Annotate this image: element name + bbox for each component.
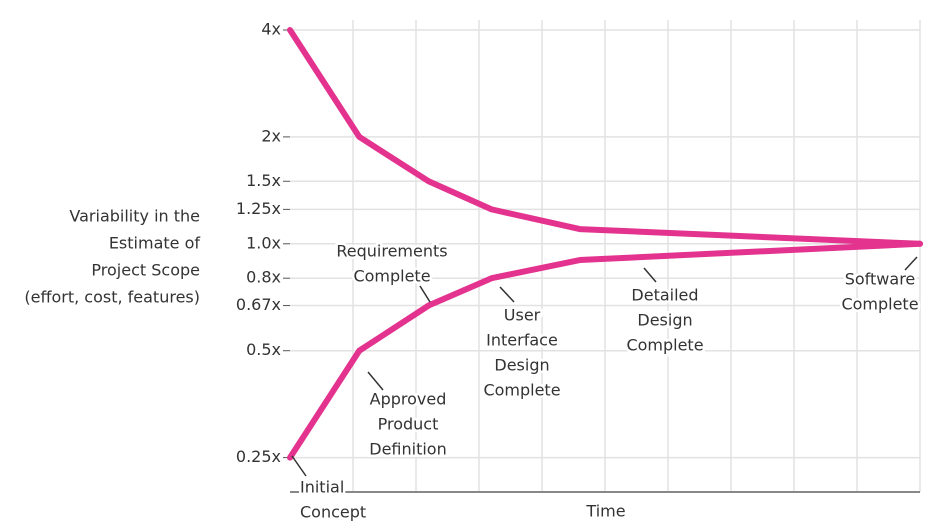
annotation-text: Complete [626,336,703,355]
annotation-text: Complete [483,381,560,400]
annotation-pointer [643,267,657,283]
annotation-pointer [904,256,918,271]
y-tick-label: 0.8x [246,268,281,287]
y-tick-label: 2x [261,126,281,145]
y-axis-label: Estimate of [109,234,201,253]
annotation-pointer [291,455,307,477]
annotation-text: Requirements [336,242,447,261]
y-axis-label: (effort, cost, features) [24,288,200,307]
annotation-text: Complete [353,267,430,286]
annotation-text: Design [494,356,549,375]
y-axis-label: Variability in the [69,207,200,226]
y-tick-label: 0.25x [236,447,281,466]
annotation-text: Definition [369,440,446,459]
annotation-text: Software [845,270,916,289]
y-tick-label: 1.25x [236,199,281,218]
y-tick-label: 1.0x [246,233,281,252]
annotation-text: Complete [841,295,918,314]
y-tick-label: 1.5x [246,171,281,190]
x-axis-label: Time [585,502,625,521]
series-line [287,240,923,461]
annotation-text: User [504,306,541,325]
annotation-pointer [499,286,515,303]
y-axis-label: Project Scope [91,261,200,280]
annotation-text: Concept [300,503,366,522]
annotation-pointer [419,285,431,303]
series-line [287,27,923,247]
annotation-text: Interface [486,331,558,350]
annotation-text: Design [637,311,692,330]
annotation-text: Detailed [631,286,698,305]
annotation-text: Initial [300,478,344,497]
y-tick-label: 0.67x [236,295,281,314]
annotation-text: Product [378,415,439,434]
y-tick-label: 4x [261,20,281,39]
y-tick-label: 0.5x [246,340,281,359]
annotation-pointer [367,371,384,391]
annotation-text: Approved [370,390,447,409]
